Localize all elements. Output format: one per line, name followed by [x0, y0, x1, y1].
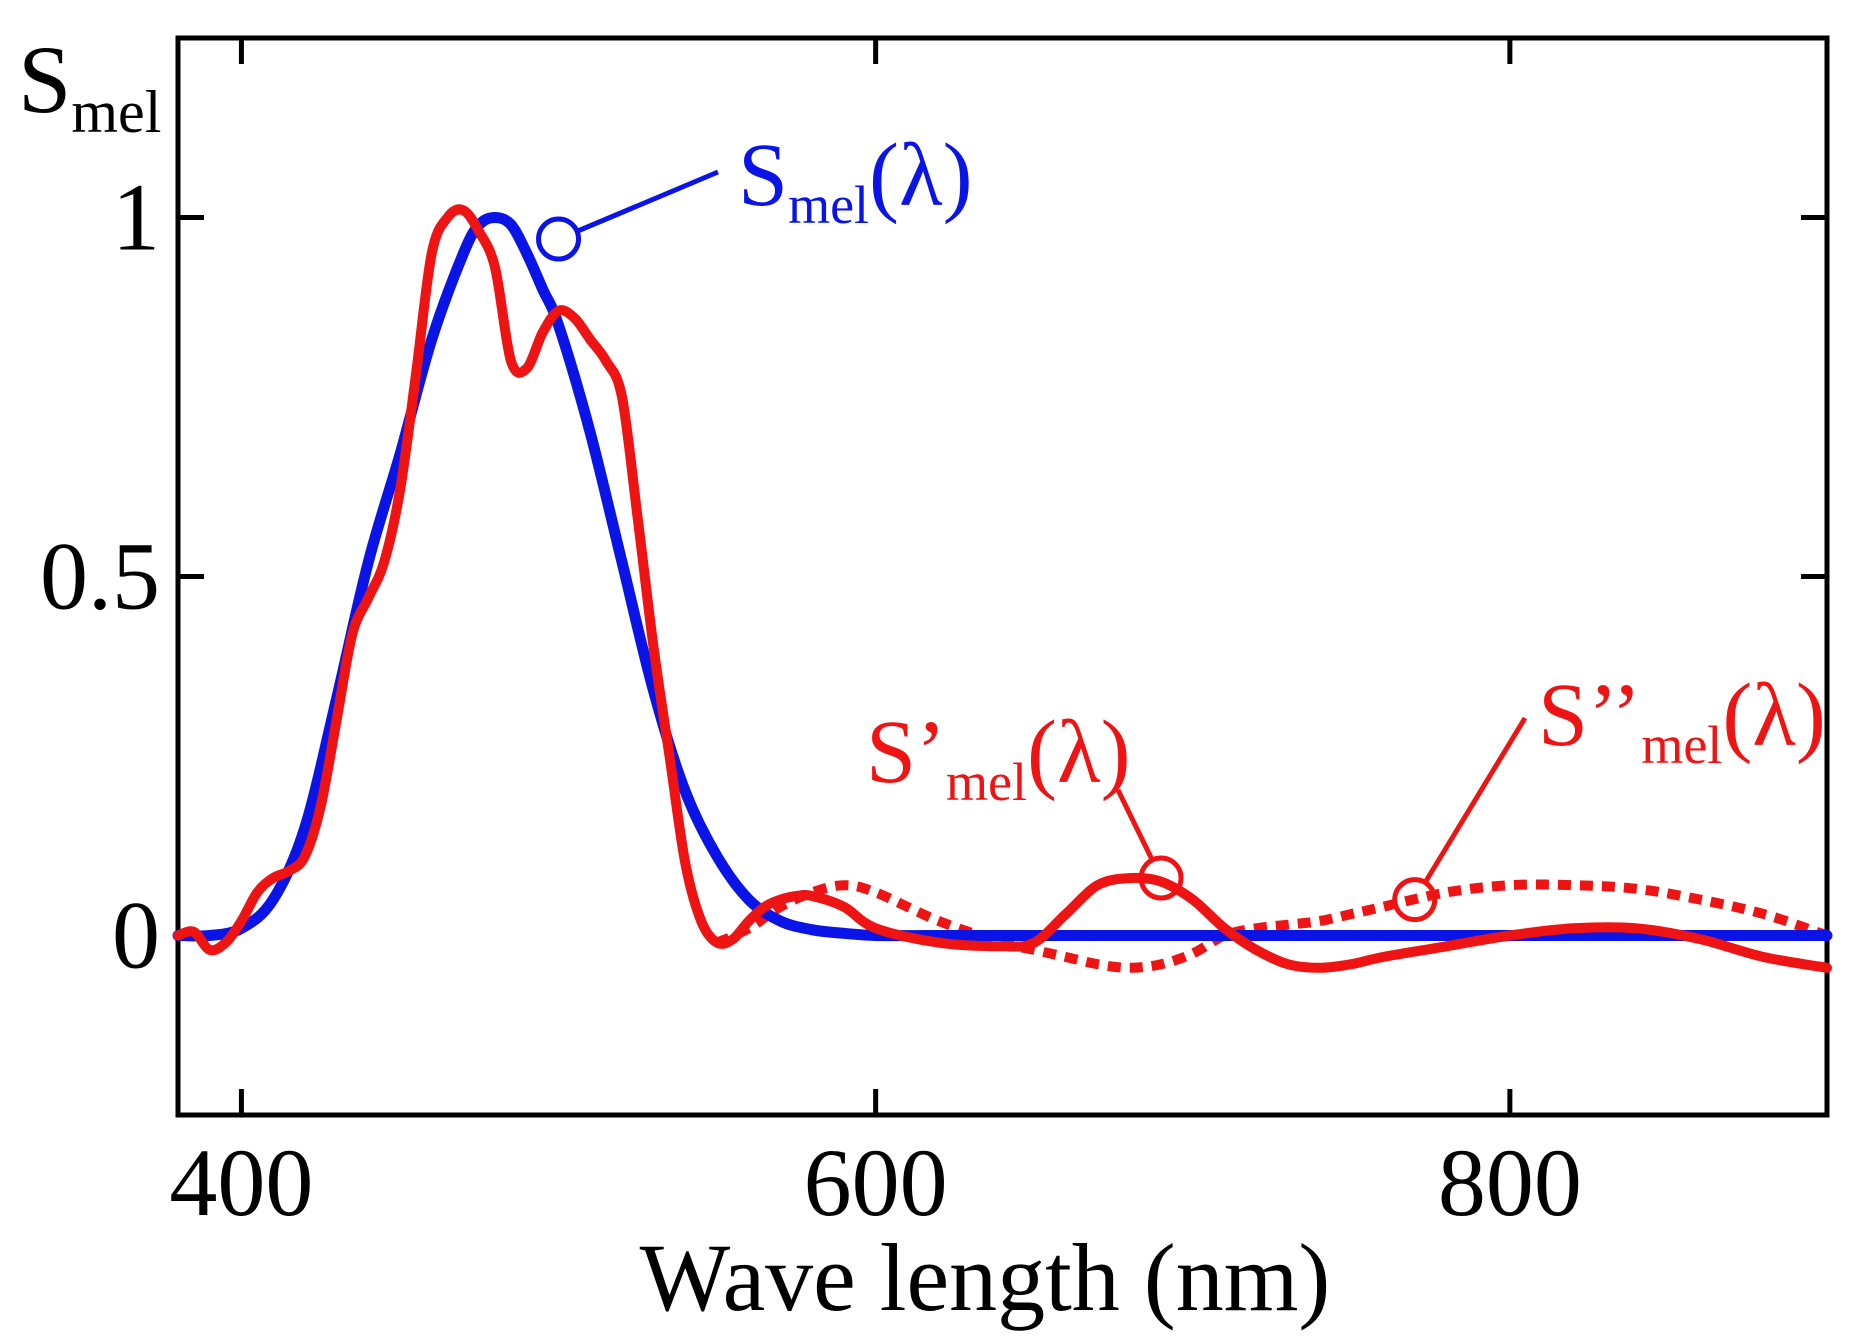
series-layer [172, 204, 1833, 973]
series-label-smel-double-prime-main: S’’ [1538, 666, 1641, 765]
annotation-smel-double-prime-marker [1392, 877, 1438, 923]
y-axis-title-main: S [18, 26, 71, 133]
y-tick-label-1: 1 [112, 164, 160, 271]
x-axis-title: Wave length (nm) [640, 1224, 1331, 1331]
annotation-smel-prime-marker [1138, 855, 1184, 901]
series-label-smel-main: S [738, 126, 788, 225]
y-tick-label-0: 0 [112, 882, 160, 989]
series-label-smel-prime-sub: mel [946, 752, 1027, 812]
series-line-smel-prime [173, 204, 1832, 973]
tick-marks [178, 38, 1827, 1115]
annotation-smel-double-prime-leader [1422, 716, 1528, 884]
tick-labels: 400 600 800 0 0.5 1 [40, 164, 1582, 1237]
series-label-smel-sub: mel [788, 175, 869, 235]
series-label-smel: Smel(λ) [738, 126, 973, 235]
y-tick-label-0.5: 0.5 [40, 523, 160, 630]
x-tick-label-600: 600 [804, 1129, 948, 1236]
y-axis-title-sub: mel [71, 79, 161, 145]
series-label-smel-prime-suffix: (λ) [1027, 703, 1131, 802]
x-tick-label-800: 800 [1438, 1129, 1582, 1236]
series-label-smel-double-prime-sub: mel [1641, 715, 1722, 775]
series-label-smel-suffix: (λ) [869, 126, 973, 225]
series-label-smel-double-prime-suffix: (λ) [1722, 666, 1826, 765]
y-axis-title: Smel [18, 26, 161, 145]
plot-frame [175, 35, 1830, 1118]
annotation-smel-prime-leader [1115, 788, 1155, 862]
series-line-smel-double-prime [715, 879, 1829, 973]
series-label-smel-double-prime: S’’mel(λ) [1538, 666, 1826, 775]
annotation-smel-leader [576, 169, 719, 234]
series-label-smel-prime: S’mel(λ) [866, 703, 1131, 812]
annotation-layer [536, 169, 1528, 923]
annotation-smel-marker [536, 216, 582, 262]
x-tick-label-400: 400 [169, 1129, 313, 1236]
series-label-smel-prime-main: S’ [866, 703, 946, 802]
